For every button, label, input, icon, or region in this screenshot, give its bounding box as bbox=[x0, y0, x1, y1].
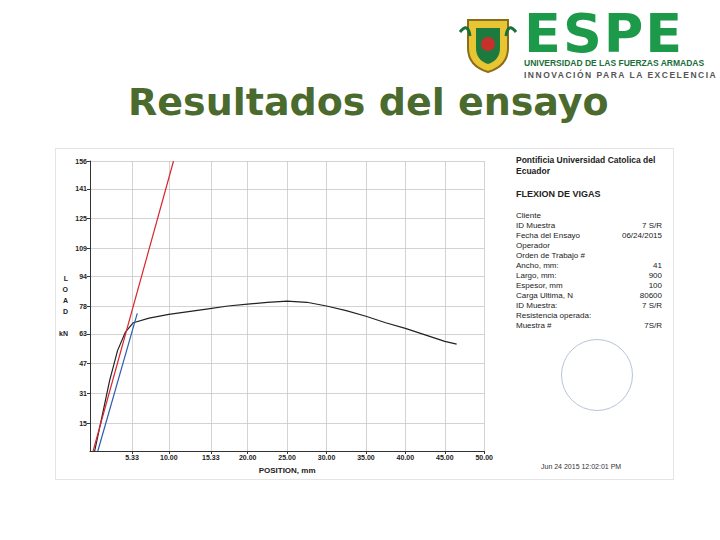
html-text:Espesor, mm: Espesor, mm bbox=[516, 281, 563, 290]
svg-text:45.00: 45.00 bbox=[436, 454, 454, 461]
svg-text:15.33: 15.33 bbox=[202, 454, 220, 461]
svg-text:47: 47 bbox=[79, 360, 87, 367]
svg-text:25.00: 25.00 bbox=[278, 454, 296, 461]
svg-text:31: 31 bbox=[79, 390, 87, 397]
svg-text:141: 141 bbox=[75, 185, 87, 192]
html-text:41: 41 bbox=[653, 261, 662, 270]
html-text:UNIVERSIDAD DE LAS FUERZAS ARM: UNIVERSIDAD DE LAS FUERZAS ARMADAS bbox=[524, 58, 705, 68]
html-text:INNOVACIÓN PARA LA EXCELENCIA: INNOVACIÓN PARA LA EXCELENCIA bbox=[524, 70, 718, 80]
html-text:ID Muestra:: ID Muestra: bbox=[516, 301, 558, 310]
svg-text:L: L bbox=[64, 275, 69, 282]
svg-text:50.00: 50.00 bbox=[475, 454, 493, 461]
svg-text:78: 78 bbox=[79, 303, 87, 310]
svg-text:156: 156 bbox=[75, 158, 87, 165]
html-text:Largo, mm:: Largo, mm: bbox=[516, 271, 557, 280]
svg-text:10.00: 10.00 bbox=[160, 454, 178, 461]
html-text:Jun 24 2015 12:02:01 PM: Jun 24 2015 12:02:01 PM bbox=[541, 463, 622, 470]
html-text:Cliente: Cliente bbox=[516, 211, 541, 220]
svg-text:109: 109 bbox=[75, 245, 87, 252]
html-text:80600: 80600 bbox=[639, 291, 662, 300]
svg-text:30.00: 30.00 bbox=[318, 454, 336, 461]
svg-text:kN: kN bbox=[59, 330, 68, 337]
html-text:100: 100 bbox=[648, 281, 662, 290]
svg-text:O: O bbox=[62, 286, 68, 293]
html-text:900: 900 bbox=[648, 271, 662, 280]
html-text:Resistencia operada:: Resistencia operada: bbox=[516, 311, 592, 320]
html-text:ESPE: ESPE bbox=[524, 2, 685, 65]
html-text:06/24/2015: 06/24/2015 bbox=[622, 231, 662, 240]
html-text:Operador: Operador bbox=[516, 241, 550, 250]
html-text:Resultados del ensayo: Resultados del ensayo bbox=[128, 80, 609, 124]
svg-text:125: 125 bbox=[75, 215, 87, 222]
svg-text:5.33: 5.33 bbox=[125, 454, 139, 461]
html-text:ID Muestra: ID Muestra bbox=[516, 221, 556, 230]
svg-text:35.00: 35.00 bbox=[357, 454, 375, 461]
svg-text:15: 15 bbox=[79, 420, 87, 427]
html-text:Fecha del Ensayo: Fecha del Ensayo bbox=[516, 231, 580, 240]
html-text:Muestra #: Muestra # bbox=[516, 321, 552, 330]
html-text:7S/R: 7S/R bbox=[644, 321, 662, 330]
html-text:FLEXION DE VIGAS: FLEXION DE VIGAS bbox=[516, 189, 601, 199]
svg-text:D: D bbox=[63, 308, 68, 315]
html-text:7 S/R: 7 S/R bbox=[642, 221, 662, 230]
svg-text:20.00: 20.00 bbox=[239, 454, 257, 461]
html-text:Pontificia Universidad Catolic: Pontificia Universidad Catolica del Ecua… bbox=[516, 155, 656, 176]
svg-text:94: 94 bbox=[79, 273, 87, 280]
svg-text:A: A bbox=[63, 297, 68, 304]
svg-text:63: 63 bbox=[79, 330, 87, 337]
svg-text:40.00: 40.00 bbox=[397, 454, 415, 461]
html-text:7 S/R: 7 S/R bbox=[642, 301, 662, 310]
html-text:Ancho, mm:: Ancho, mm: bbox=[516, 261, 559, 270]
html-text:Orden de Trabajo #: Orden de Trabajo # bbox=[516, 251, 585, 260]
html-text:Carga Ultima, N: Carga Ultima, N bbox=[516, 291, 573, 300]
svg-text:POSITION, mm: POSITION, mm bbox=[259, 466, 316, 475]
